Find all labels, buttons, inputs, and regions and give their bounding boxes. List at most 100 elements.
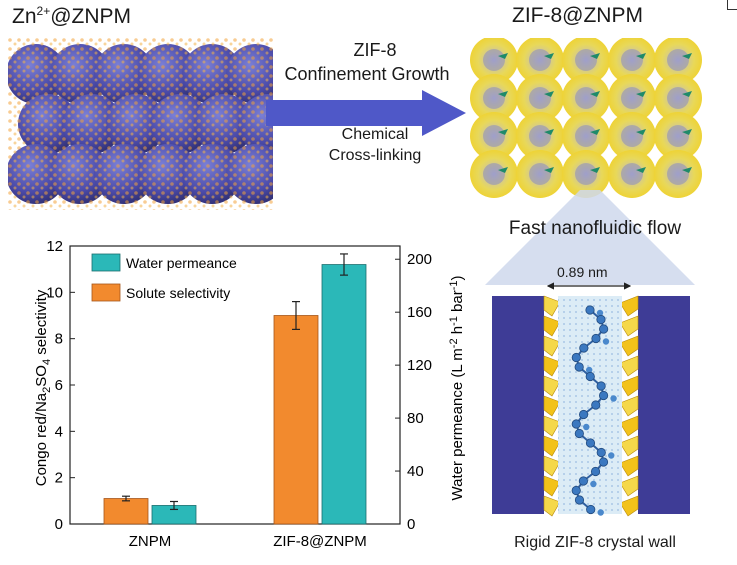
molecule-atom bbox=[596, 381, 606, 391]
sphere-core bbox=[575, 49, 597, 71]
zif8-crystal bbox=[543, 295, 561, 317]
molecule-atom bbox=[574, 362, 584, 372]
molecule-atom bbox=[590, 480, 597, 488]
teal-flow-marker bbox=[544, 129, 554, 135]
bar-solute-selectivity bbox=[103, 498, 149, 525]
sphere-core bbox=[529, 87, 551, 109]
molecule-atom bbox=[608, 452, 615, 459]
zif8-crystal bbox=[619, 475, 639, 497]
sphere-core bbox=[529, 163, 551, 185]
sphere-core bbox=[667, 125, 689, 147]
molecule-atom bbox=[598, 390, 609, 401]
molecule-atom bbox=[579, 343, 589, 353]
molecule-atom bbox=[585, 371, 595, 382]
teal-flow-marker bbox=[636, 53, 646, 59]
zif8-crystal bbox=[619, 415, 639, 437]
zn-znpm-membrane-illustration bbox=[8, 38, 273, 210]
right-tick-label: 80 bbox=[407, 410, 424, 427]
nanochannel-illustration bbox=[492, 282, 690, 517]
molecule-atom bbox=[571, 352, 581, 363]
right-tick-label: 40 bbox=[407, 463, 424, 480]
molecule-atom bbox=[591, 400, 601, 410]
zif8-crystal bbox=[543, 315, 561, 337]
teal-flow-marker bbox=[590, 129, 600, 135]
sphere-core bbox=[621, 163, 643, 185]
zif8-znpm-membrane-illustration bbox=[470, 38, 702, 198]
molecule-atom bbox=[591, 333, 601, 344]
zif8-crystal bbox=[619, 375, 639, 397]
teal-flow-marker bbox=[636, 167, 646, 173]
left-zif8-crystal-layer bbox=[543, 295, 561, 517]
left-tick-label: 0 bbox=[55, 516, 63, 533]
teal-flow-marker bbox=[590, 91, 600, 97]
sphere-core bbox=[575, 163, 597, 185]
category-label: ZIF-8@ZNPM bbox=[273, 533, 367, 550]
crystal-wall-caption: Rigid ZIF-8 crystal wall bbox=[514, 534, 676, 551]
teal-flow-marker bbox=[498, 91, 508, 97]
right-zif8-crystal-layer bbox=[619, 295, 639, 517]
molecule-atom bbox=[585, 366, 593, 374]
zif8-crystal bbox=[619, 455, 639, 477]
zif8-crystal bbox=[543, 415, 561, 437]
zif8-crystal bbox=[543, 475, 561, 497]
zif8-crystal bbox=[619, 315, 639, 337]
left-tick-label: 8 bbox=[55, 331, 63, 348]
molecule-atom bbox=[596, 447, 606, 458]
left-tick-label: 12 bbox=[46, 238, 63, 255]
flow-label: Fast nanofluidic flow bbox=[508, 218, 682, 239]
teal-flow-marker bbox=[498, 53, 508, 59]
zif8-crystal bbox=[619, 355, 639, 377]
sphere-core bbox=[621, 87, 643, 109]
channel-width-label: 0.89 nm bbox=[557, 264, 608, 280]
zif8-crystal bbox=[619, 395, 639, 417]
right-wall bbox=[638, 296, 690, 514]
sphere-core bbox=[483, 125, 505, 147]
arrow-label-confinement: Confinement Growth bbox=[284, 64, 450, 84]
left-tick-label: 10 bbox=[46, 284, 63, 301]
water-channel bbox=[558, 296, 622, 514]
right-tick-label: 120 bbox=[407, 357, 432, 374]
legend-label-water: Water permeance bbox=[126, 255, 237, 271]
zif8-crystal bbox=[543, 495, 561, 517]
left-axis-title: Congo red/Na2SO4 selectivity bbox=[33, 289, 53, 486]
arrow-label-zif8: ZIF-8 bbox=[353, 40, 397, 60]
bar-water-permeance bbox=[321, 264, 367, 525]
teal-flow-marker bbox=[682, 91, 692, 97]
right-tick-label: 160 bbox=[407, 304, 432, 321]
molecule-atom bbox=[585, 305, 595, 315]
left-title-sup: 2+ bbox=[36, 4, 51, 18]
zif8-crystal bbox=[619, 435, 639, 457]
zif8-crystal bbox=[543, 435, 561, 457]
teal-flow-marker bbox=[682, 53, 692, 59]
right-tick-label: 200 bbox=[407, 251, 432, 268]
teal-flow-marker bbox=[682, 167, 692, 173]
sphere-core bbox=[575, 87, 597, 109]
bar-solute-selectivity bbox=[273, 315, 319, 525]
arrow-label-crosslinking: Cross-linking bbox=[328, 147, 422, 164]
zif8-crystal bbox=[543, 395, 561, 417]
left-title-rest: @ZNPM bbox=[50, 5, 132, 28]
teal-flow-marker bbox=[498, 129, 508, 135]
arrow-shape bbox=[266, 90, 466, 136]
zif8-crystal bbox=[619, 335, 639, 357]
teal-flow-marker bbox=[636, 91, 646, 97]
left-tick-label: 2 bbox=[55, 470, 63, 487]
process-arrow bbox=[266, 90, 466, 136]
sphere-core bbox=[667, 49, 689, 71]
molecule-atom bbox=[590, 466, 601, 477]
molecule-atom bbox=[578, 409, 589, 420]
teal-flow-marker bbox=[544, 53, 554, 59]
left-tick-label: 4 bbox=[55, 423, 63, 440]
sphere-core bbox=[667, 163, 689, 185]
molecule-atom bbox=[571, 485, 581, 496]
molecule-atom bbox=[578, 476, 588, 486]
molecule-atom bbox=[598, 457, 609, 467]
right-panel-title: ZIF-8@ZNPM bbox=[512, 4, 643, 27]
molecule-atom bbox=[597, 509, 604, 516]
teal-flow-marker bbox=[544, 91, 554, 97]
sphere-core bbox=[483, 49, 505, 71]
molecule-atom bbox=[610, 395, 617, 402]
corner-crop-mark bbox=[727, 0, 737, 10]
category-label: ZNPM bbox=[129, 533, 172, 550]
molecule-atom bbox=[602, 338, 610, 345]
